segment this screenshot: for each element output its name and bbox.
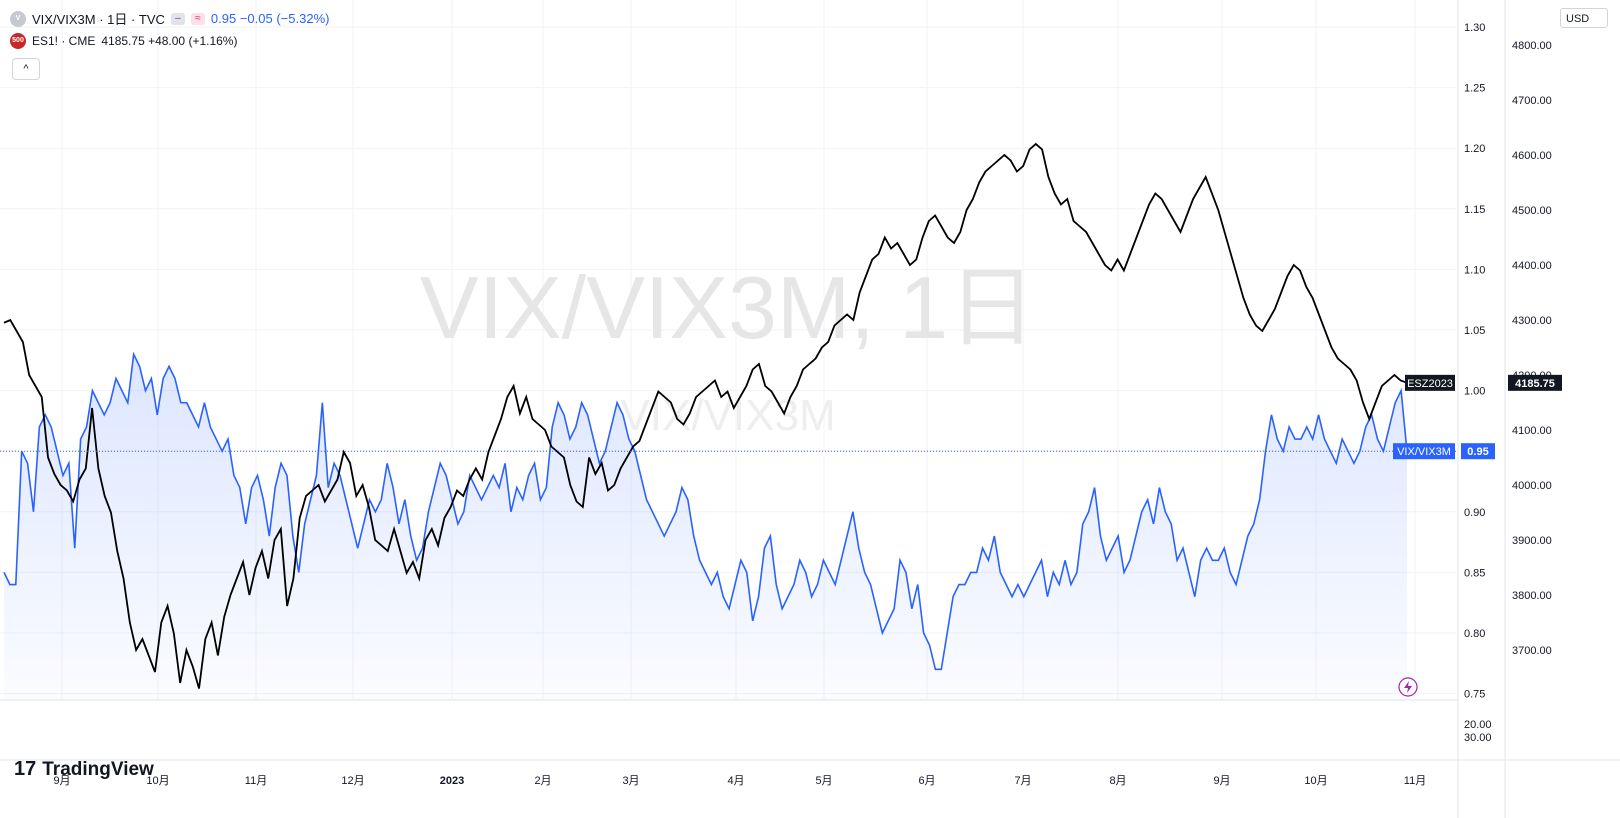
vix-values: 0.95 −0.05 (−5.32%) [210,11,330,26]
right-axis-tick: 4300.00 [1512,315,1552,327]
x-tick-label: 4月 [727,775,744,787]
tradingview-logo-icon: 17 [14,758,37,780]
x-tick-label: 2月 [534,775,551,787]
watermark-main: VIX/VIX3M, 1日 [420,258,1036,357]
x-tick-label: 9月 [53,775,70,787]
tradingview-logo: 17 TradingView [14,758,154,781]
right-axis-tick: 3800.00 [1512,590,1552,602]
vix-price-label [1461,443,1495,460]
es-price-label [1508,374,1562,391]
right-axis-tick: 4100.00 [1512,425,1552,437]
es-symbol: ES1! · CME [32,34,96,48]
right-axis-tick: 4000.00 [1512,480,1552,492]
left-axis-tick: 0.90 [1464,507,1485,519]
right-axis-tick: 4500.00 [1512,205,1552,217]
x-tick-label: 10月 [146,775,169,787]
left-axis-tick: 0.85 [1464,567,1485,579]
logo-text: TradingView [42,758,154,780]
series-layer [0,142,1458,700]
lower-pane-tick: 30.00 [1464,732,1492,744]
approx-icon[interactable]: ≈ [190,12,205,25]
es-values: 4185.75 +48.00 (+1.16%) [101,34,238,48]
price-labels: ESZ2023 4185.75 VIX/VIX3M 0.95 [1393,374,1562,697]
x-tick-label: 7月 [1014,775,1031,787]
collapse-button[interactable]: ^ [12,58,40,80]
es-series-tag-text: ESZ2023 [1407,378,1453,390]
watermark-sub: VIX/VIX3M [620,391,835,440]
left-axis-tick: 1.20 [1464,143,1485,155]
x-tick-label: 2023 [440,775,464,787]
es-series-tag [1405,374,1455,391]
x-tick-label: 3月 [622,775,639,787]
x-tick-label: 12月 [341,775,364,787]
vix-badge-icon: V [10,10,26,27]
vix-series-tag-text: VIX/VIX3M [1397,446,1451,458]
right-axis-tick: 3900.00 [1512,535,1552,547]
left-axis-tick: 1.30 [1464,22,1485,34]
legend-es[interactable]: 500 ES1! · CME 4185.75 +48.00 (+1.16%) [10,33,237,49]
x-tick-label: 10月 [1304,775,1327,787]
lower-pane-tick: 20.00 [1464,719,1492,731]
x-tick-label: 6月 [918,775,935,787]
x-tick-label: 9月 [1213,775,1230,787]
right-axis-tick: 3700.00 [1512,645,1552,657]
x-tick-label: 11月 [245,775,267,787]
vix-area [4,354,1407,700]
currency-select[interactable]: USD [1560,8,1608,28]
right-axis-tick: 4700.00 [1512,95,1552,107]
left-axis-tick: 1.15 [1464,204,1485,216]
left-axis-tick: 1.10 [1464,264,1485,276]
right-axis-tick: 4400.00 [1512,260,1552,272]
left-axis-tick: 0.80 [1464,628,1485,640]
x-tick-label: 11月 [1404,775,1426,787]
left-axis-tick: 1.05 [1464,325,1485,337]
right-axis-tick: 4600.00 [1512,150,1552,162]
left-axis-tick: 1.25 [1464,83,1485,95]
legend-vix[interactable]: V VIX/VIX3M · 1日 · TVC – ≈ 0.95 −0.05 (−… [10,9,329,28]
vix-symbol: VIX/VIX3M · 1日 · TVC [32,12,165,27]
x-tick-label: 5月 [815,775,832,787]
right-axis-tick: 4800.00 [1512,40,1552,52]
lightning-glyph [1404,681,1412,693]
vix-line [3,351,1408,671]
es-badge-icon: 500 [10,33,26,49]
es-price-label-text: 4185.75 [1515,378,1555,390]
left-axis-tick: 0.75 [1464,689,1485,701]
x-tick-label: 8月 [1109,775,1126,787]
left-axis-tick: 1.00 [1464,386,1485,398]
hide-icon[interactable]: – [170,12,185,25]
vix-series-tag [1393,443,1455,460]
vix-price-label-text: 0.95 [1467,446,1488,458]
es-line [3,142,1408,689]
